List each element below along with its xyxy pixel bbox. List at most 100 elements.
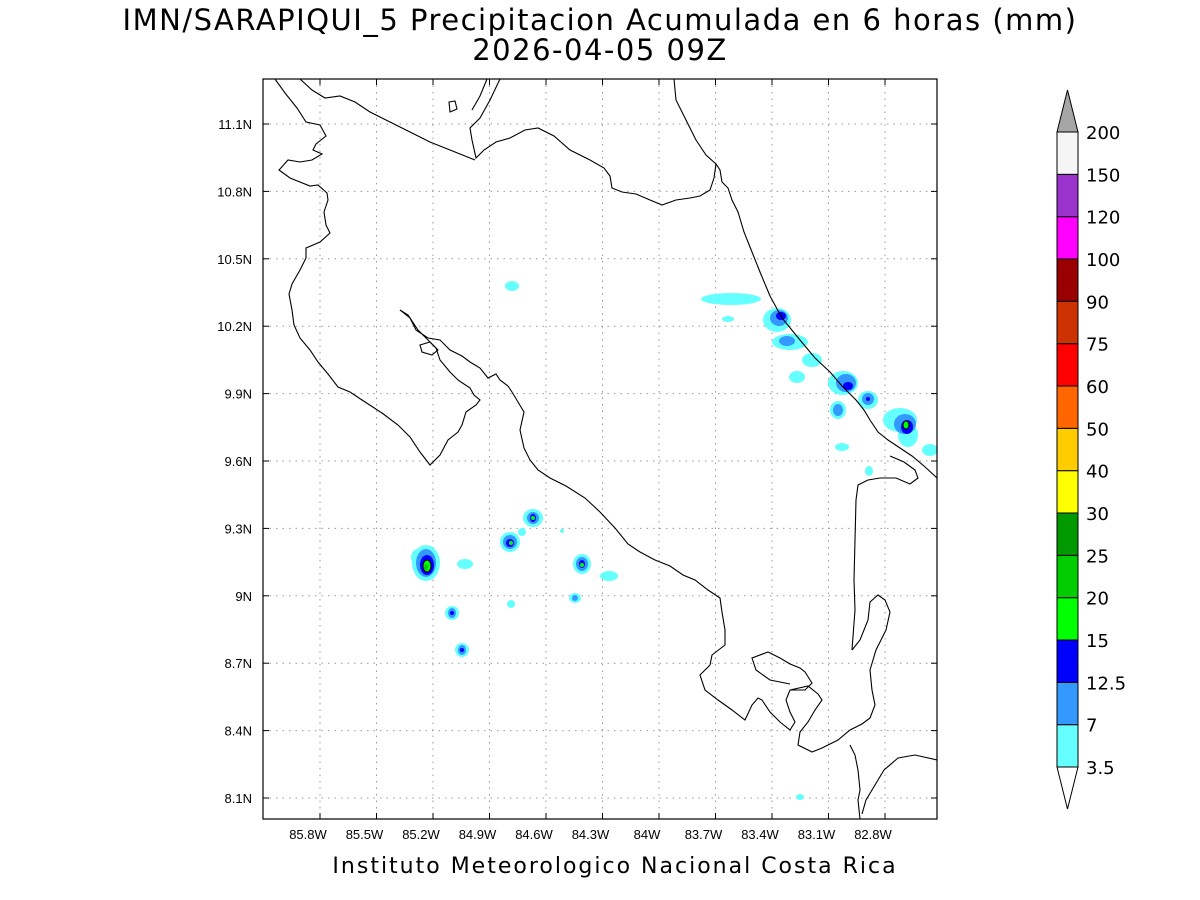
lat-tick-label: 10.2N [217, 319, 252, 334]
colorbar-label: 120 [1086, 208, 1120, 229]
lat-tick-label: 8.4N [225, 724, 252, 739]
panama-border [851, 455, 919, 651]
precip-cell [833, 404, 843, 416]
colorbar-label: 20 [1086, 589, 1109, 610]
precip-cell [722, 316, 734, 322]
colorbar-label: 75 [1086, 335, 1109, 356]
precip-cell [701, 293, 761, 305]
colorbar-label: 150 [1086, 165, 1120, 186]
lon-tick-label: 85.5W [346, 827, 384, 842]
precip-cell [789, 371, 805, 383]
lat-tick-label: 9.6N [225, 454, 252, 469]
precip-cell [866, 397, 870, 401]
colorbar-swatch [1056, 427, 1079, 472]
precip-cell [580, 563, 584, 567]
map-gridlines [263, 79, 937, 819]
precip-cell [865, 466, 873, 476]
coastlines-and-borders [274, 79, 937, 819]
colorbar-swatch [1056, 724, 1079, 768]
precip-cell [903, 421, 909, 429]
precipitation-colorbar: 3.5 7 12.5 15 20 25 30 40 50 60 75 90 100 120 150 200 [1056, 89, 1126, 810]
lon-tick-label: 85.8W [289, 827, 327, 842]
lon-tick-label: 85.2W [402, 827, 440, 842]
osa-peninsula [789, 594, 891, 753]
colorbar-max-arrow [1056, 89, 1079, 133]
institution-credit: Instituto Meteorologico Nacional Costa R… [332, 854, 898, 879]
colorbar-swatch [1056, 512, 1079, 556]
colorbar-label: 50 [1086, 419, 1109, 440]
precip-cell [802, 353, 822, 367]
precip-cell [779, 336, 795, 346]
colorbar-label: 200 [1086, 123, 1120, 144]
precip-cell [507, 600, 515, 608]
precip-cell [843, 382, 853, 390]
nicoya-gulf-island [419, 341, 439, 356]
precip-cell [518, 528, 526, 536]
colorbar-label: 12.5 [1086, 673, 1126, 694]
lat-tick-label: 11.1N [218, 117, 252, 132]
colorbar-swatch [1056, 131, 1079, 175]
latitude-axis: 11.1N 10.8N 10.5N 10.2N 9.9N 9.6N 9.3N 9N 8.7N 8.… [217, 117, 937, 806]
colorbar-swatch [1056, 470, 1079, 514]
colorbar-label: 7 [1086, 716, 1097, 737]
colorbar-swatch [1056, 639, 1079, 683]
colorbar-swatch [1056, 385, 1079, 429]
lat-tick-label: 8.7N [225, 656, 252, 671]
lon-tick-label: 84W [634, 827, 661, 842]
colorbar-swatch [1056, 216, 1079, 260]
colorbar-label: 100 [1086, 250, 1120, 271]
lat-tick-label: 8.1N [225, 791, 252, 806]
colorbar-swatch [1056, 258, 1079, 302]
colorbar-label: 3.5 [1086, 758, 1115, 779]
lon-tick-label: 84.3W [572, 827, 610, 842]
map-title: IMN/SARAPIQUI_5 Precipitacion Acumulada … [122, 3, 1078, 37]
colorbar-label: 40 [1086, 462, 1109, 483]
pacific-coast-north [274, 79, 481, 466]
caribbean-coast [469, 79, 937, 479]
northeast-coast [673, 79, 717, 165]
southern-boundary-2 [849, 744, 861, 819]
precip-cell [560, 529, 564, 533]
colorbar-label: 90 [1086, 292, 1109, 313]
precip-cell [922, 444, 937, 456]
colorbar-label: 15 [1086, 631, 1109, 652]
precip-cell [450, 611, 454, 615]
lake-island [448, 100, 458, 113]
lat-tick-label: 10.5N [217, 252, 252, 267]
colorbar-swatch [1056, 554, 1079, 599]
map-frame [262, 78, 938, 820]
precip-cell [835, 443, 849, 451]
nicaragua-north-shore [471, 79, 488, 111]
lon-tick-label: 82.8W [854, 827, 892, 842]
pacific-coast-central [399, 309, 813, 731]
precip-cell [572, 595, 578, 601]
lon-tick-label: 84.6W [515, 827, 553, 842]
lat-tick-label: 9N [235, 589, 252, 604]
lon-tick-label: 83.4W [741, 827, 779, 842]
precip-cell [509, 541, 513, 545]
precip-cell [505, 281, 519, 291]
lon-tick-label: 83.1W [798, 827, 836, 842]
lake-nicaragua-shore [299, 79, 476, 161]
colorbar-swatch [1056, 300, 1079, 345]
map-subtitle-datetime: 2026-04-05 09Z [472, 33, 728, 67]
lon-tick-label: 83.7W [685, 827, 723, 842]
colorbar-swatch [1056, 173, 1079, 218]
lat-tick-label: 9.3N [225, 521, 252, 536]
precip-cell [600, 571, 618, 581]
colorbar-label: 30 [1086, 504, 1109, 525]
colorbar-swatch [1056, 597, 1079, 641]
precip-cell [460, 648, 464, 652]
colorbar-label: 25 [1086, 546, 1109, 567]
precip-cell [531, 516, 535, 520]
lat-tick-label: 10.8N [217, 184, 252, 199]
colorbar-min-arrow [1056, 766, 1079, 810]
colorbar-label: 60 [1086, 377, 1109, 398]
colorbar-swatch [1056, 681, 1079, 726]
precip-cell [457, 559, 473, 569]
precip-cell [424, 564, 428, 570]
colorbar-swatch [1056, 343, 1079, 387]
southern-boundary [861, 754, 937, 815]
lat-tick-label: 9.9N [225, 387, 252, 402]
